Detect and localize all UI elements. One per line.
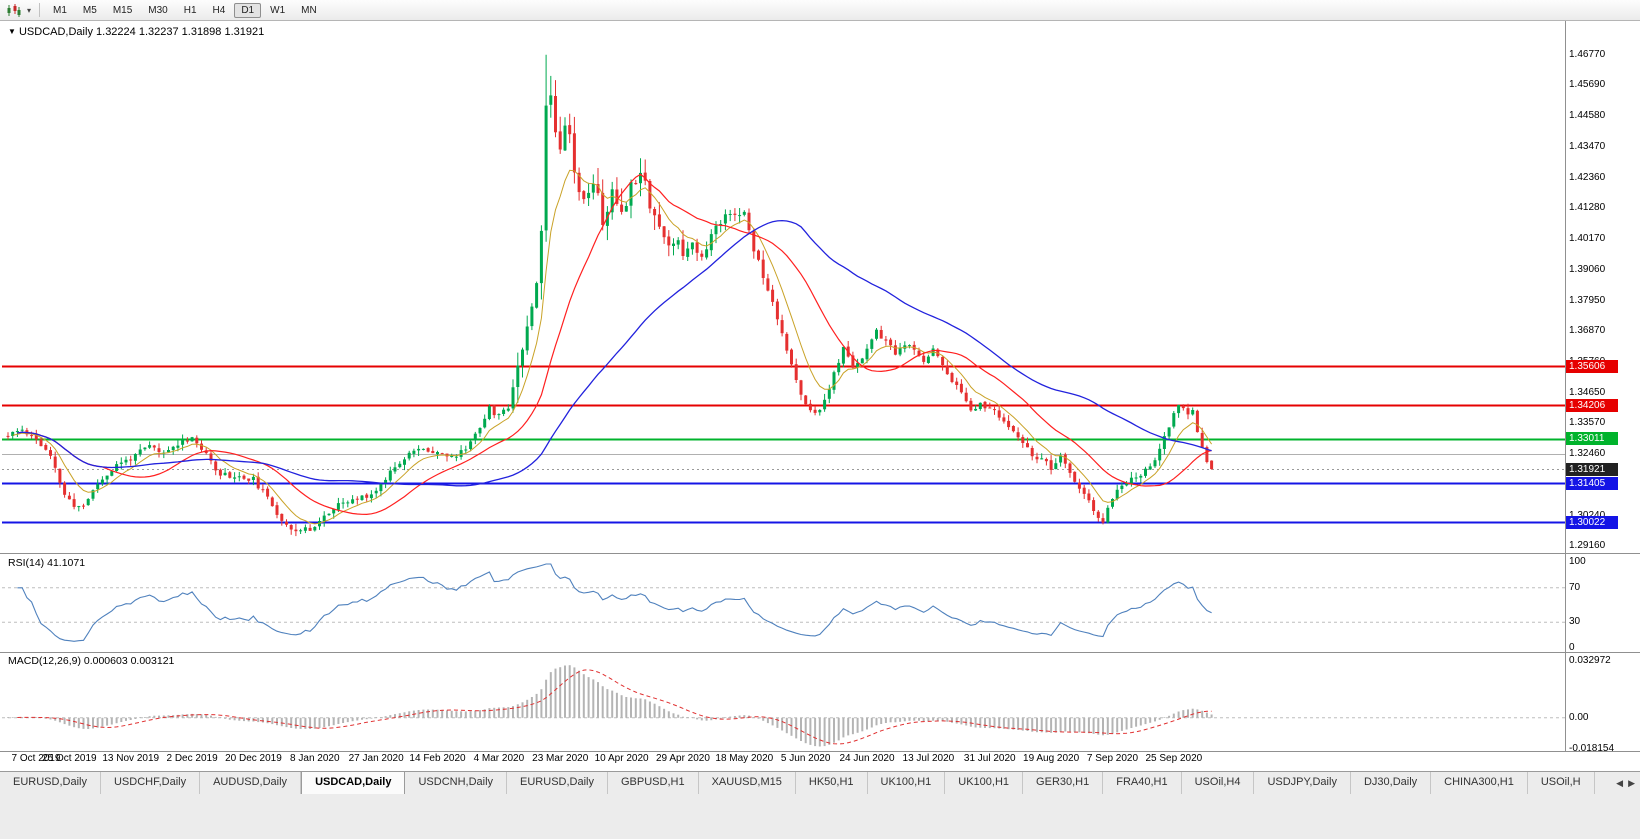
date-axis-label: 24 Jun 2020 [839,753,895,764]
price-axis-tick: 1.46770 [1569,48,1606,60]
tabs-scroll-left-button[interactable]: ◀ [1616,777,1624,788]
chart-tabbar: EURUSD,Daily USDCHF,Daily AUDUSD,Daily USDC… [0,771,1640,794]
chart-tab[interactable]: AUDUSD,Daily [200,772,302,794]
chart-tab[interactable]: CHINA300,H1 [1431,772,1528,794]
chart-tab[interactable]: EURUSD,Daily [507,772,608,794]
date-axis-label: 14 Feb 2020 [409,753,466,764]
macd-axis-label: -0.018154 [1569,743,1615,754]
chart-ohlc-values: 1.32224 1.32237 1.31898 1.31921 [96,26,265,38]
toolbar: ▾ M1 M5 M15 M30 H1 H4 D1 W1 MN [0,0,1640,21]
price-axis-tick: 1.40170 [1569,232,1606,244]
chart-tab[interactable]: USDCHF,Daily [101,772,201,794]
date-axis-label: 27 Jan 2020 [348,753,404,764]
date-axis-label: 7 Sep 2020 [1086,753,1139,764]
chart-tab[interactable]: USOil,H [1528,772,1595,794]
timeframe-button-m1[interactable]: M1 [53,4,67,16]
price-axis-tick: 1.29160 [1569,540,1606,552]
rsi-indicator-label: RSI(14) 41.1071 [8,557,85,569]
timeframe-button-d1[interactable]: D1 [234,2,262,18]
date-axis-label: 2 Dec 2019 [166,753,218,764]
timeframe-button-h1[interactable]: H1 [183,4,197,16]
chart-tab-list: EURUSD,Daily USDCHF,Daily AUDUSD,Daily USDC… [0,772,1611,794]
date-axis-label: 25 Oct 2019 [42,753,97,764]
bid-price-tag: 1.31921 [1566,462,1618,476]
rsi-axis-label: 70 [1569,581,1581,593]
price-axis-tick: 1.33570 [1569,417,1606,429]
rsi-axis-label: 0 [1569,642,1575,653]
price-axis-tick: 1.32460 [1569,448,1606,460]
chart-title: ▼ USDCAD,Daily 1.32224 1.32237 1.31898 1… [8,26,264,38]
timeframe-button-mn[interactable]: MN [301,4,317,16]
rsi-axis-label: 30 [1569,616,1581,628]
price-axis-tick: 1.30240 [1569,510,1605,522]
chart-tab[interactable]: XAUUSD,M15 [699,772,796,794]
price-axis-tick: 1.34650 [1569,386,1606,398]
tab-scroll-arrows: ◀ ▶ [1611,772,1640,794]
rsi-value: 41.1071 [47,557,86,569]
price-axis-tick: 1.36870 [1569,324,1606,336]
date-axis-label: 10 Apr 2020 [594,753,649,764]
timeframe-button-m5[interactable]: M5 [82,4,97,16]
rsi-axis-label: 100 [1569,556,1586,567]
chart-tab[interactable]: USDCAD,Daily [301,772,406,794]
price-axis-tick: 1.41280 [1569,201,1606,213]
chart-tab[interactable]: EURUSD,Daily [0,772,101,794]
timeframe-button-m30[interactable]: M30 [148,4,168,16]
timeframe-button-w1[interactable]: W1 [270,4,286,16]
chart-symbol-label: USDCAD,Daily [18,26,93,38]
date-axis-label: 23 Mar 2020 [532,753,589,764]
chart-tab[interactable]: USOil,H4 [1182,772,1255,794]
macd-values: 0.000603 0.003121 [83,655,175,667]
tabs-scroll-right-button[interactable]: ▶ [1628,777,1635,788]
price-axis-tick: 1.45690 [1569,78,1606,90]
timeframe-button-m15[interactable]: M15 [112,4,133,16]
chart-tab[interactable]: UK100,H1 [945,772,1024,794]
macd-indicator-label: MACD(12,26,9) 0.000603 0.003121 [8,655,174,667]
date-axis-label: 18 May 2020 [715,753,774,764]
date-axis-label: 29 Apr 2020 [655,753,710,764]
toolbar-separator [39,3,41,17]
date-axis-label: 31 Jul 2020 [963,753,1016,764]
chart-tab[interactable]: UK100,H1 [868,772,946,794]
macd-axis-label: 0.032972 [1569,655,1611,666]
date-axis-label: 7 Oct 2019 [11,753,61,764]
chart-area: ▼ USDCAD,Daily 1.32224 1.32237 1.31898 1… [0,21,1640,771]
chart-tab[interactable]: GER30,H1 [1023,772,1104,794]
chart-tab[interactable]: USDCNH,Daily [405,772,508,794]
price-axis-tick: 1.42360 [1569,171,1606,183]
date-axis-label: 8 Jan 2020 [290,753,340,764]
rsi-name: RSI(14) [8,557,45,569]
price-line-tag: 1.35606 [1566,359,1618,373]
status-strip [0,794,1640,839]
price-line-tag: 1.31405 [1566,476,1618,490]
date-axis-label: 13 Nov 2019 [102,753,160,764]
price-axis-tick: 1.43470 [1569,140,1606,152]
price-axis-tick: 1.39060 [1569,263,1606,275]
chart-tab[interactable]: GBPUSD,H1 [608,772,699,794]
price-axis-tick: 1.44580 [1569,109,1606,121]
price-line-tag: 1.34206 [1566,398,1618,412]
chart-type-icon[interactable] [4,3,24,17]
price-line-tag: 1.33011 [1566,432,1618,446]
chart-tab[interactable]: DJ30,Daily [1351,772,1432,794]
chart-menu-marker-icon[interactable]: ▼ [8,27,16,36]
macd-axis-label: 0.00 [1569,711,1589,723]
price-axis-tick: 1.37950 [1569,294,1606,306]
date-axis-label: 13 Jul 2020 [902,753,955,764]
chart-tab[interactable]: FRA40,H1 [1103,772,1182,794]
timeframe-button-h4[interactable]: H4 [212,4,226,16]
macd-name: MACD(12,26,9) [8,655,81,667]
date-axis-label: 4 Mar 2020 [473,753,525,764]
date-axis-label: 20 Dec 2019 [225,753,282,764]
chart-tab[interactable]: HK50,H1 [796,772,868,794]
date-axis-label: 19 Aug 2020 [1023,753,1080,764]
date-axis-label: 5 Jun 2020 [780,753,831,764]
price-line-tag: 1.30022 [1566,515,1618,529]
chart-canvas[interactable] [0,21,1640,771]
date-axis-label: 25 Sep 2020 [1145,753,1203,764]
chart-type-dropdown-caret-icon[interactable]: ▾ [27,5,32,15]
chart-tab[interactable]: USDJPY,Daily [1254,772,1351,794]
timeframe-button-group: M1 M5 M15 M30 H1 H4 D1 W1 MN [45,2,325,18]
